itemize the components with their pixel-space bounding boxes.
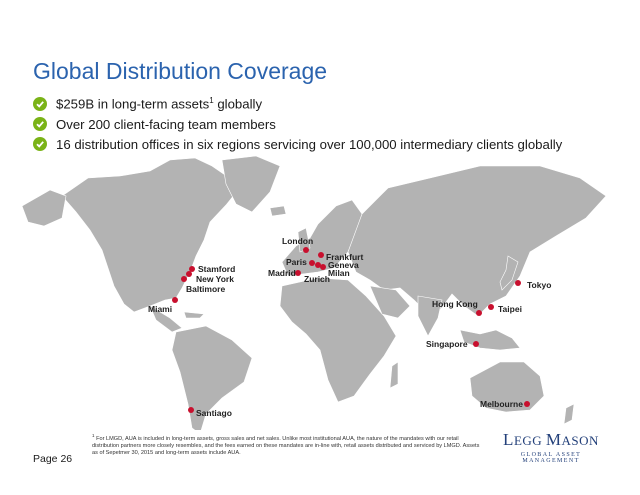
- bullet-list: $259B in long-term assets1 globally Over…: [33, 94, 562, 154]
- marker-geneva: [315, 262, 321, 268]
- continents: [21, 155, 607, 430]
- marker-madrid: [295, 270, 301, 276]
- label-melbourne: Melbourne: [480, 399, 523, 409]
- marker-stamford: [189, 266, 195, 272]
- marker-paris: [309, 260, 315, 266]
- checkmark-icon: [33, 137, 47, 151]
- footnote: 1 For LMGD, AUA is included in long-term…: [92, 433, 480, 456]
- bullet-item: Over 200 client-facing team members: [33, 114, 562, 134]
- marker-taipei: [488, 304, 494, 310]
- label-singapore: Singapore: [426, 339, 468, 349]
- asia-landmass: [347, 165, 607, 317]
- page-number: Page 26: [33, 453, 73, 465]
- city-labels: London Frankfurt Paris Geneva Madrid Zur…: [148, 236, 551, 418]
- checkmark-icon: [33, 97, 47, 111]
- label-new-york: New York: [196, 274, 234, 284]
- uk-landmass: [297, 227, 311, 253]
- checkmark-icon: [33, 117, 47, 131]
- label-paris: Paris: [286, 257, 307, 267]
- japan-landmass: [499, 255, 519, 291]
- office-markers: [172, 247, 530, 413]
- label-stamford: Stamford: [198, 264, 235, 274]
- bullet-item: 16 distribution offices in six regions s…: [33, 134, 562, 154]
- marker-singapore: [473, 341, 479, 347]
- south-america-landmass: [171, 325, 253, 430]
- label-milan: Milan: [328, 268, 350, 278]
- bullet-text: 16 distribution offices in six regions s…: [56, 136, 563, 152]
- marker-hong-kong: [476, 310, 482, 316]
- bullet-text: $259B in long-term assets1 globally: [56, 96, 263, 112]
- alaska-landmass: [21, 189, 67, 227]
- label-miami: Miami: [148, 304, 172, 314]
- label-baltimore: Baltimore: [186, 284, 225, 294]
- north-america-landmass: [61, 157, 239, 313]
- label-hong-kong: Hong Kong: [432, 299, 478, 309]
- southeast-asia-islands: [459, 329, 521, 351]
- iceland-landmass: [269, 205, 287, 217]
- marker-baltimore: [181, 276, 187, 282]
- marker-melbourne: [524, 401, 530, 407]
- label-frankfurt: Frankfurt: [326, 252, 363, 262]
- africa-landmass: [279, 277, 397, 403]
- label-santiago: Santiago: [196, 408, 232, 418]
- new-zealand-landmass: [563, 403, 575, 425]
- caribbean-landmass: [183, 311, 205, 319]
- bullet-text: Over 200 client-facing team members: [56, 116, 276, 132]
- marker-london: [303, 247, 309, 253]
- marker-zurich: [320, 264, 326, 270]
- world-map: London Frankfurt Paris Geneva Madrid Zur…: [21, 155, 607, 430]
- label-london: London: [282, 236, 313, 246]
- bullet-item: $259B in long-term assets1 globally: [33, 94, 562, 114]
- marker-tokyo: [515, 280, 521, 286]
- central-america-landmass: [149, 305, 183, 333]
- india-landmass: [417, 295, 443, 337]
- label-tokyo: Tokyo: [527, 280, 551, 290]
- marker-miami: [172, 297, 178, 303]
- marker-frankfurt: [318, 252, 324, 258]
- label-zurich: Zurich: [304, 274, 330, 284]
- label-madrid: Madrid: [268, 268, 296, 278]
- label-geneva: Geneva: [328, 260, 359, 270]
- legg-mason-logo: LEGG MASON GLOBAL ASSET MANAGEMENT: [503, 430, 599, 464]
- marker-new-york: [186, 271, 192, 277]
- marker-santiago: [188, 407, 194, 413]
- label-taipei: Taipei: [498, 304, 522, 314]
- page-title: Global Distribution Coverage: [33, 58, 328, 84]
- australia-landmass: [469, 361, 545, 413]
- greenland-landmass: [221, 155, 281, 213]
- arabia-landmass: [369, 285, 411, 319]
- madagascar-landmass: [389, 361, 399, 389]
